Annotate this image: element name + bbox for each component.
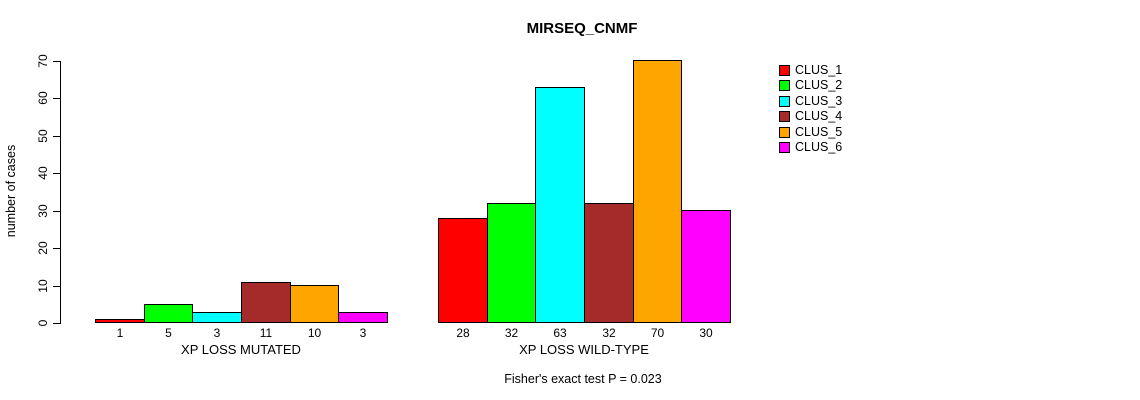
bar-value-label: 11 (259, 326, 273, 340)
bar-CLUS_1 (438, 218, 488, 323)
bar-CLUS_3 (192, 312, 242, 323)
chart-title: MIRSEQ_CNMF (526, 20, 638, 37)
bar-value-label: 70 (650, 326, 665, 340)
legend-item: CLUS_5 (779, 125, 842, 140)
y-axis-tick-label: 60 (36, 91, 50, 105)
legend-swatch-CLUS_1 (779, 65, 790, 76)
y-axis-tick-label: 30 (36, 204, 50, 218)
bar-value-label: 32 (504, 326, 519, 340)
bar-value-label: 28 (456, 326, 470, 340)
y-axis-tick-label: 70 (36, 54, 50, 68)
y-axis-tick (53, 136, 60, 137)
legend-label: CLUS_6 (795, 140, 843, 155)
legend-swatch-CLUS_3 (779, 96, 790, 107)
bar-CLUS_6 (681, 210, 731, 323)
y-axis-label: number of cases (4, 144, 18, 238)
y-axis-tick (53, 323, 60, 324)
legend-item: CLUS_4 (779, 109, 842, 124)
bar-value-label: 1 (116, 326, 124, 340)
legend-label: CLUS_5 (795, 125, 843, 140)
bar-CLUS_5 (290, 285, 339, 323)
bar-value-label: 3 (213, 326, 221, 340)
y-axis-tick-label: 50 (36, 129, 50, 143)
bar-CLUS_2 (487, 203, 536, 323)
legend-item: CLUS_1 (779, 63, 842, 78)
legend-swatch-CLUS_4 (779, 111, 790, 122)
bar-value-label: 10 (307, 326, 322, 340)
x-group-label: XP LOSS WILD-TYPE (519, 342, 649, 357)
bar-CLUS_5 (633, 60, 682, 323)
legend-swatch-CLUS_5 (779, 127, 790, 138)
bar-CLUS_3 (535, 87, 585, 323)
legend-label: CLUS_4 (795, 109, 843, 124)
x-group-label: XP LOSS MUTATED (181, 342, 301, 357)
y-axis-tick (53, 98, 60, 99)
bar-CLUS_1 (95, 319, 145, 323)
bar-CLUS_6 (338, 312, 388, 323)
legend-item: CLUS_2 (779, 78, 842, 93)
legend-swatch-CLUS_2 (779, 80, 790, 91)
y-axis-tick (53, 61, 60, 62)
bar-value-label: 5 (165, 326, 172, 340)
y-axis-tick-label: 10 (36, 279, 50, 293)
y-axis-tick (53, 173, 60, 174)
y-axis-tick-label: 40 (36, 166, 50, 180)
y-axis-tick (53, 286, 60, 287)
y-axis-tick-label: 0 (36, 319, 50, 327)
legend-label: CLUS_1 (795, 63, 843, 78)
legend-label: CLUS_2 (795, 78, 843, 93)
legend-label: CLUS_3 (795, 94, 843, 109)
bar-value-label: 63 (553, 326, 567, 340)
y-axis-tick (53, 211, 60, 212)
bar-CLUS_4 (241, 282, 291, 323)
legend-item: CLUS_3 (779, 94, 842, 109)
legend-item: CLUS_6 (779, 140, 842, 155)
fisher-test-annotation: Fisher's exact test P = 0.023 (504, 372, 662, 386)
legend-swatch-CLUS_6 (779, 142, 790, 153)
bar-value-label: 30 (699, 326, 713, 340)
bar-value-label: 3 (359, 326, 367, 340)
y-axis-tick-label: 20 (36, 241, 50, 255)
bar-value-label: 32 (602, 326, 616, 340)
y-axis-tick (53, 248, 60, 249)
bar-CLUS_2 (144, 304, 193, 323)
y-axis-line (60, 61, 61, 324)
bar-CLUS_4 (584, 203, 634, 323)
